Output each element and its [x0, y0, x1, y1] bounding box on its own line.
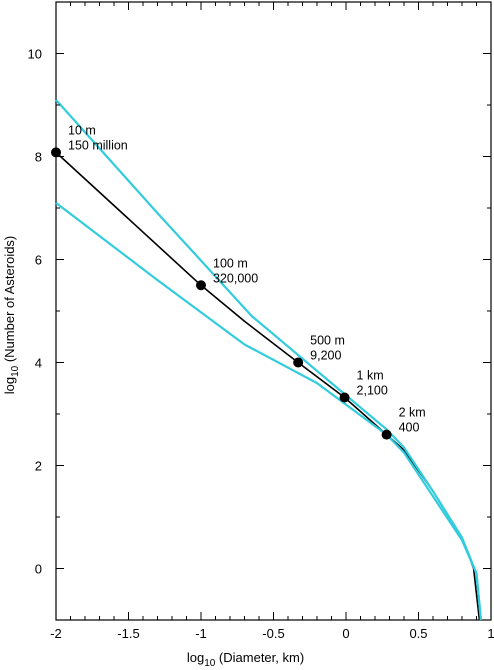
point-size-label: 10 m: [68, 123, 96, 137]
point-count-label: 320,000: [213, 271, 258, 285]
point-count-label: 2,100: [357, 384, 388, 398]
y-axis-title: log10 (Number of Asteroids): [2, 236, 21, 395]
point-count-label: 9,200: [310, 349, 341, 363]
x-tick-label: -0.5: [262, 626, 284, 641]
x-tick-label: -2: [50, 626, 62, 641]
estimate-line: [55, 151, 481, 621]
data-point: [51, 147, 61, 158]
data-point: [293, 357, 304, 368]
point-count-label: 150 million: [68, 138, 128, 152]
point-count-label: 400: [399, 421, 420, 435]
point-size-label: 500 m: [310, 334, 345, 348]
point-size-label: 2 km: [399, 406, 426, 420]
y-tick-label: 8: [35, 150, 42, 165]
y-tick-label: 4: [35, 356, 42, 371]
x-tick-label: 1: [487, 626, 494, 641]
data-point: [381, 429, 392, 440]
plot-frame: [55, 1, 492, 621]
x-tick-label: 0: [342, 626, 349, 641]
y-tick-label: 0: [35, 562, 42, 577]
x-tick-label: -1.5: [117, 626, 139, 641]
data-point: [339, 392, 350, 403]
point-size-label: 1 km: [357, 369, 384, 383]
upper-bound-line: [55, 99, 482, 621]
series-group: [55, 99, 482, 621]
y-tick-label: 6: [35, 253, 42, 268]
x-axis-title: log10 (Diameter, km): [187, 650, 304, 669]
points-group: [51, 147, 392, 440]
point-size-label: 100 m: [213, 256, 248, 270]
y-tick-label: 10: [28, 47, 42, 62]
x-tick-label: -1: [195, 626, 207, 641]
y-tick-label: 2: [35, 459, 42, 474]
data-point: [196, 280, 206, 291]
lower-bound-line: [55, 202, 482, 621]
x-tick-label: 0.5: [409, 626, 427, 641]
